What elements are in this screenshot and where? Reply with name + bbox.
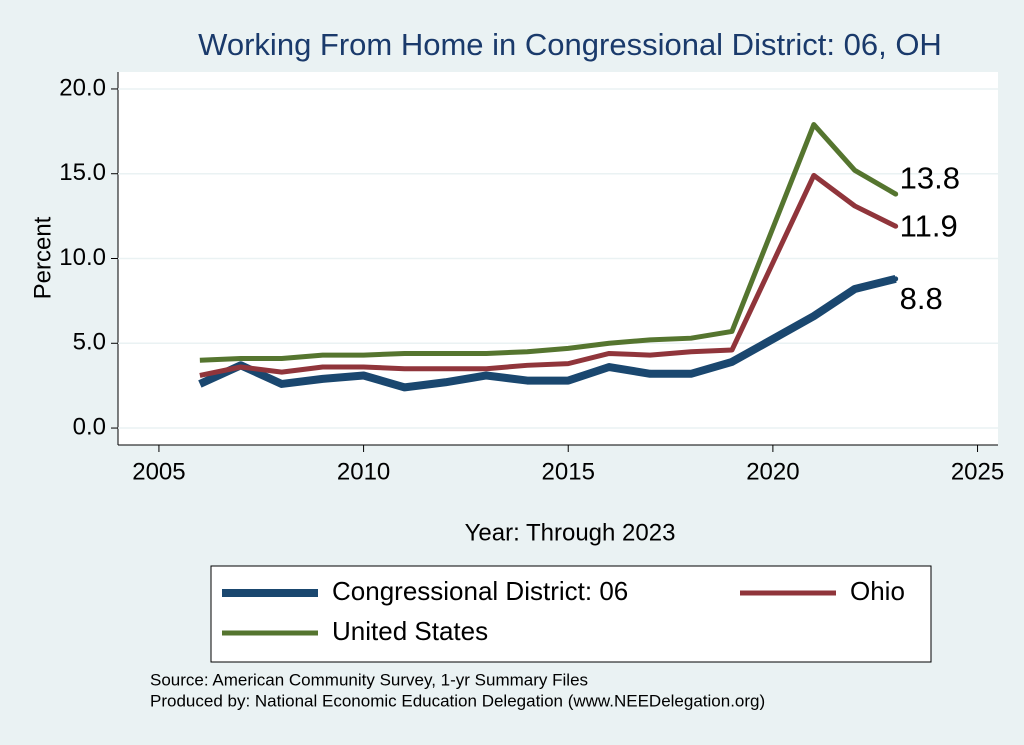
legend-label: Congressional District: 06 <box>332 576 628 606</box>
y-tick-label: 15.0 <box>59 159 106 186</box>
x-tick-label: 2020 <box>746 458 799 485</box>
x-axis-label: Year: Through 2023 <box>465 519 676 546</box>
producer-note: Produced by: National Economic Education… <box>150 691 765 710</box>
x-tick-label: 2025 <box>951 458 1004 485</box>
end-value-label: 8.8 <box>900 281 943 316</box>
chart-title: Working From Home in Congressional Distr… <box>198 27 942 62</box>
end-value-label: 13.8 <box>900 160 960 195</box>
x-tick-label: 2005 <box>132 458 185 485</box>
x-tick-label: 2010 <box>337 458 390 485</box>
end-point <box>893 276 899 282</box>
series-line <box>199 122 897 363</box>
series-line <box>199 172 897 378</box>
y-tick-label: 5.0 <box>73 329 106 356</box>
x-tick-label: 2015 <box>542 458 595 485</box>
end-point <box>893 223 899 229</box>
legend-box <box>210 565 932 663</box>
y-axis-label: Percent <box>29 216 56 299</box>
end-value-label: 11.9 <box>900 208 958 243</box>
y-tick-label: 20.0 <box>59 74 106 101</box>
y-tick-label: 0.0 <box>73 413 106 440</box>
y-tick-label: 10.0 <box>59 244 106 271</box>
end-point <box>893 191 899 197</box>
legend-label: Ohio <box>850 576 905 606</box>
legend-label: United States <box>332 616 488 646</box>
source-note: Source: American Community Survey, 1-yr … <box>150 670 588 689</box>
series-line <box>198 274 897 392</box>
